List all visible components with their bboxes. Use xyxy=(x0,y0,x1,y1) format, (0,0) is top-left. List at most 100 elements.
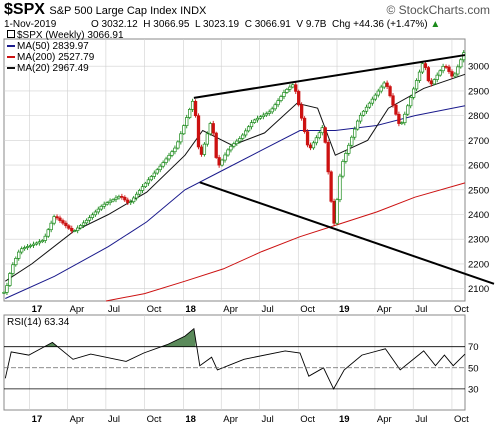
rsi-label: RSI(14) 63.34 xyxy=(7,317,70,328)
candle-body xyxy=(123,196,127,201)
candle-body xyxy=(190,100,195,110)
candle-body xyxy=(52,216,56,224)
candle-body xyxy=(87,217,92,221)
exchange: INDX xyxy=(180,5,207,17)
time-tick-label: Oct xyxy=(300,304,315,315)
candle-body xyxy=(294,84,298,92)
rsi-panel-frame xyxy=(3,314,466,411)
candle-body xyxy=(31,243,36,246)
rsi-level-label: 70 xyxy=(468,342,479,353)
candle-body xyxy=(403,113,407,124)
candle-body xyxy=(288,86,292,90)
candle-body xyxy=(276,100,280,106)
candle-body xyxy=(64,222,68,227)
rsi-overbought-fill xyxy=(161,329,196,347)
candle-body xyxy=(391,95,395,106)
candle-body xyxy=(238,138,242,142)
candle-body xyxy=(314,137,319,144)
candle-body xyxy=(137,190,142,195)
candle-body xyxy=(214,132,218,158)
ma200-line xyxy=(105,182,466,302)
candle-body xyxy=(344,153,348,162)
candle-body xyxy=(108,200,112,203)
price-tick-label: 2900 xyxy=(468,86,489,97)
candle-body xyxy=(161,162,165,167)
rsi-time-tick-label: 17 xyxy=(32,414,43,425)
rsi-time-tick-label: Jul xyxy=(262,414,274,425)
candle-body xyxy=(297,91,301,106)
candle-body xyxy=(129,201,133,204)
candle-body xyxy=(249,122,254,128)
candle-body xyxy=(364,106,369,112)
candle-body xyxy=(447,66,451,72)
candle-body xyxy=(406,105,410,115)
candle-body xyxy=(73,230,77,232)
candle-body xyxy=(397,113,401,124)
candle-body xyxy=(411,88,416,98)
candle-body xyxy=(241,134,245,139)
candle-body xyxy=(235,140,239,145)
quote-close: C 3066.91 xyxy=(244,19,291,30)
candle-body xyxy=(420,63,425,73)
candle-body xyxy=(417,71,422,81)
candle-body xyxy=(361,110,366,116)
candle-body xyxy=(432,79,436,85)
candle-body xyxy=(285,88,289,93)
candle-body xyxy=(14,258,18,266)
candle-body xyxy=(143,182,148,188)
candle-body xyxy=(67,225,71,229)
time-tick-label: Oct xyxy=(147,304,162,315)
time-tick-label: 19 xyxy=(339,304,350,315)
candle-body xyxy=(350,136,354,146)
candle-body xyxy=(246,126,251,132)
time-tick-label: Jul xyxy=(108,304,120,315)
candle-body xyxy=(382,82,386,88)
candle-body xyxy=(155,169,159,174)
candle-body xyxy=(435,74,439,80)
candle-body xyxy=(376,90,380,96)
candle-body xyxy=(132,197,136,203)
candle-body xyxy=(173,147,177,153)
price-tick-label: 2800 xyxy=(468,111,489,122)
ma50-line xyxy=(5,105,466,299)
candle-body xyxy=(300,104,304,119)
candle-body xyxy=(205,133,209,145)
candle-body xyxy=(220,159,224,166)
candle-body xyxy=(25,246,30,248)
time-tick-label: Apr xyxy=(70,304,85,315)
candle-body xyxy=(217,157,221,166)
candle-body xyxy=(305,131,310,146)
time-tick-label: Apr xyxy=(377,304,392,315)
rsi-time-tick-label: Apr xyxy=(70,414,85,425)
candle-body xyxy=(134,193,139,199)
candle-body xyxy=(146,179,151,184)
candle-body xyxy=(373,94,377,100)
candle-body xyxy=(358,114,363,122)
candle-body xyxy=(400,122,404,125)
candle-body xyxy=(61,220,65,224)
candle-body xyxy=(40,240,44,243)
candle-body xyxy=(28,245,33,247)
candle-body xyxy=(226,149,230,156)
price-tick-label: 2700 xyxy=(468,136,489,147)
time-tick-label: 18 xyxy=(185,304,196,315)
candle-body xyxy=(279,96,283,101)
candle-body xyxy=(232,143,236,147)
candle-body xyxy=(170,151,174,156)
candle-body xyxy=(114,197,118,200)
candle-body xyxy=(379,86,383,92)
candle-body xyxy=(102,203,106,207)
rsi-time-tick-label: Jul xyxy=(108,414,120,425)
candle-body xyxy=(302,117,307,132)
candle-body xyxy=(81,222,86,226)
candle-body xyxy=(426,67,431,82)
candle-body xyxy=(55,216,59,219)
candle-body xyxy=(176,141,180,149)
rsi-level-label: 50 xyxy=(468,363,479,374)
candle-body xyxy=(117,196,121,199)
candle-body xyxy=(347,144,351,154)
candle-body xyxy=(311,142,316,149)
symbol: $SPX xyxy=(4,1,45,18)
